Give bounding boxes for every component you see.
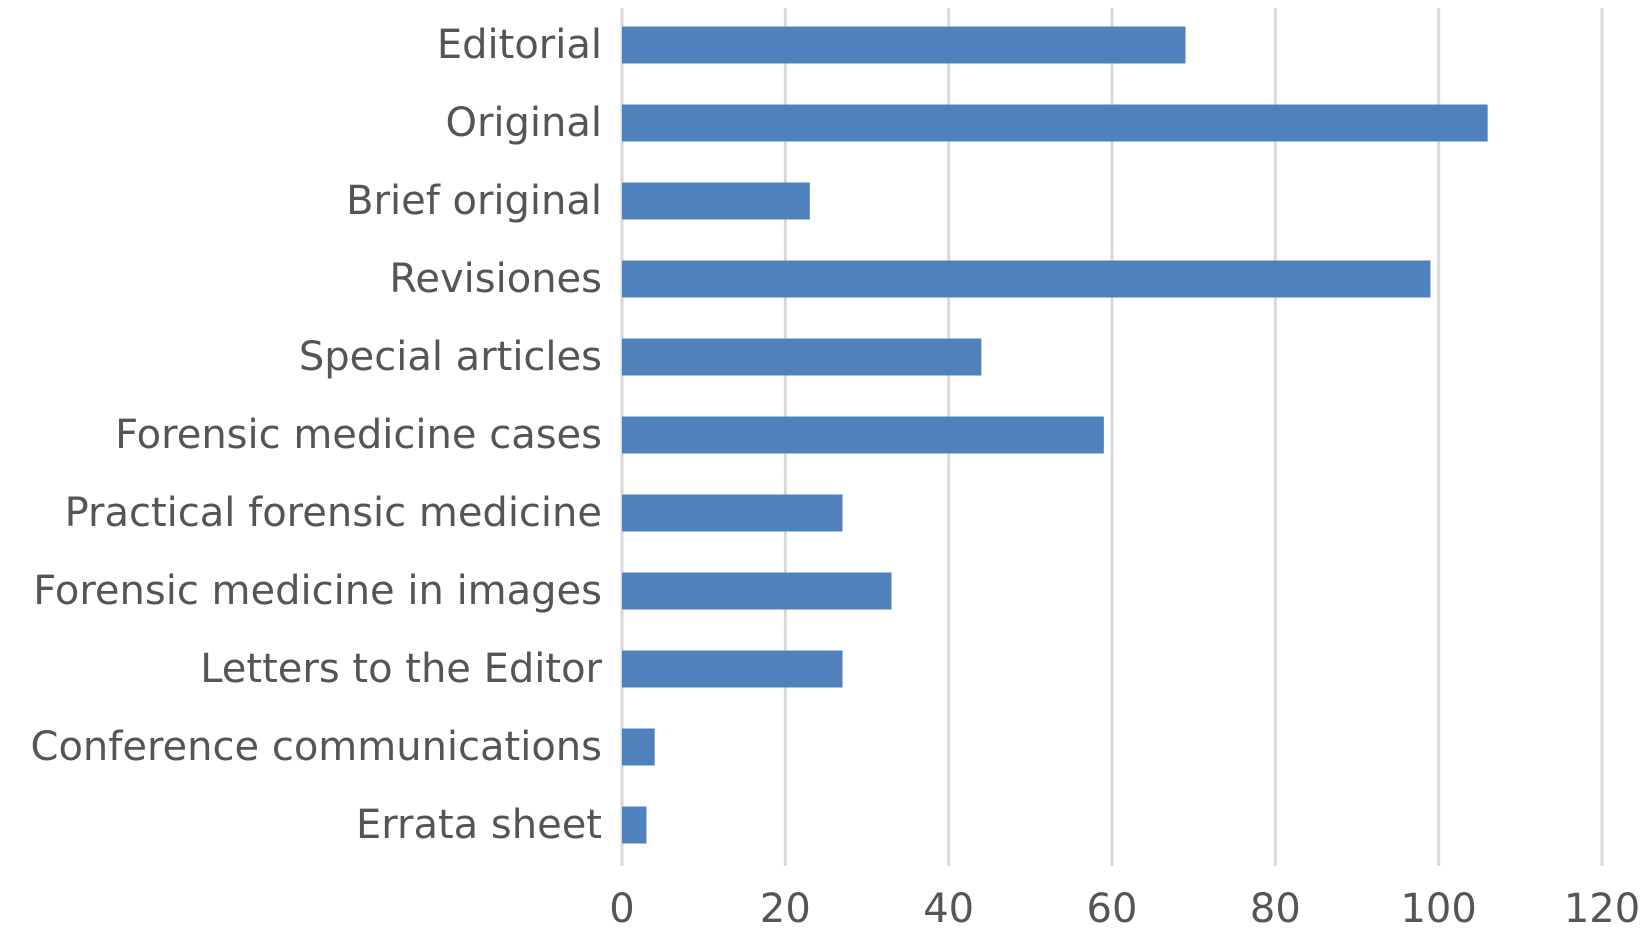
category-label: Forensic medicine in images: [33, 568, 602, 614]
category-label: Errata sheet: [356, 802, 602, 848]
bar-practical-forensic-medicine: [622, 494, 843, 532]
category-label: Revisiones: [389, 256, 602, 302]
bar-letters-to-the-editor: [622, 650, 843, 688]
bar-forensic-medicine-in-images: [622, 572, 892, 610]
x-tick-label: 60: [1087, 886, 1138, 932]
x-tick-label: 0: [609, 886, 634, 932]
x-tick-label: 120: [1564, 886, 1640, 932]
bar-forensic-medicine-cases: [622, 416, 1104, 454]
category-label: Practical forensic medicine: [65, 490, 602, 536]
category-labels: Editorial Original Brief original Revisione…: [31, 22, 603, 848]
category-label: Special articles: [299, 334, 602, 380]
x-tick-label: 40: [923, 886, 974, 932]
category-label: Brief original: [346, 178, 602, 224]
category-label: Forensic medicine cases: [115, 412, 602, 458]
category-label: Original: [445, 100, 602, 146]
bar-revisiones: [622, 260, 1431, 298]
bar-conference-communications: [622, 728, 655, 766]
x-tick-label: 80: [1250, 886, 1301, 932]
category-label: Conference communications: [31, 724, 602, 770]
bar-errata-sheet: [622, 806, 647, 844]
bar-editorial: [622, 26, 1186, 64]
bar-special-articles: [622, 338, 982, 376]
category-label: Editorial: [437, 22, 602, 68]
category-label: Letters to the Editor: [200, 646, 602, 692]
x-tick-label: 100: [1400, 886, 1476, 932]
bars: [622, 26, 1488, 844]
x-tick-label: 20: [760, 886, 811, 932]
bar-brief-original: [622, 182, 810, 220]
x-tick-labels: 0 20 40 60 80 100 120: [609, 886, 1640, 932]
bar-original: [622, 104, 1488, 142]
